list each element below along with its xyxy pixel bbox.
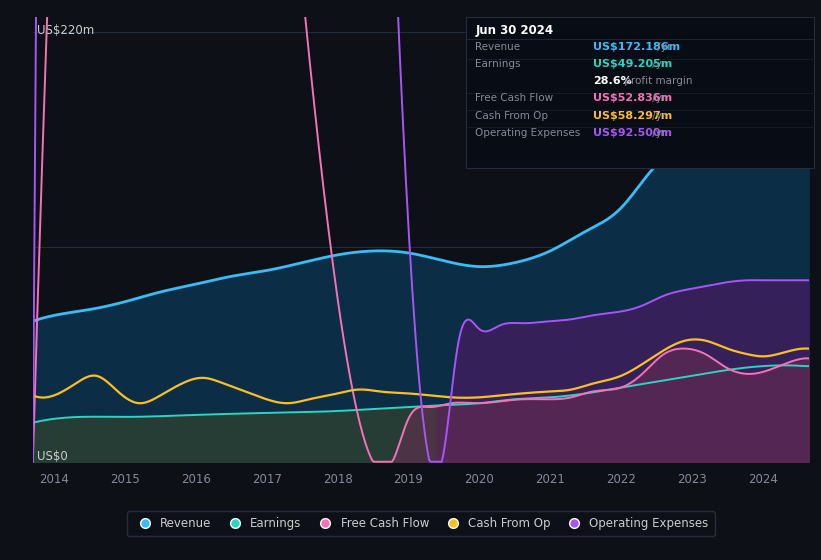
Text: Jun 30 2024: Jun 30 2024 [475,24,553,36]
Text: /yr: /yr [649,128,666,138]
Text: /yr: /yr [649,59,666,69]
Text: Cash From Op: Cash From Op [475,110,548,120]
Text: /yr: /yr [654,42,672,52]
Text: US$49.205m: US$49.205m [593,59,672,69]
Text: profit margin: profit margin [621,76,692,86]
Text: 28.6%: 28.6% [593,76,631,86]
Text: US$92.500m: US$92.500m [593,128,672,138]
Text: /yr: /yr [649,110,666,120]
Text: US$52.836m: US$52.836m [593,94,672,104]
Text: Revenue: Revenue [475,42,521,52]
Legend: Revenue, Earnings, Free Cash Flow, Cash From Op, Operating Expenses: Revenue, Earnings, Free Cash Flow, Cash … [127,511,714,536]
Text: US$172.186m: US$172.186m [593,42,680,52]
Text: Earnings: Earnings [475,59,521,69]
Text: US$220m: US$220m [37,24,94,36]
Text: /yr: /yr [649,94,666,104]
Text: US$58.297m: US$58.297m [593,110,672,120]
Text: US$0: US$0 [37,450,67,463]
Text: Free Cash Flow: Free Cash Flow [475,94,553,104]
Text: Operating Expenses: Operating Expenses [475,128,580,138]
